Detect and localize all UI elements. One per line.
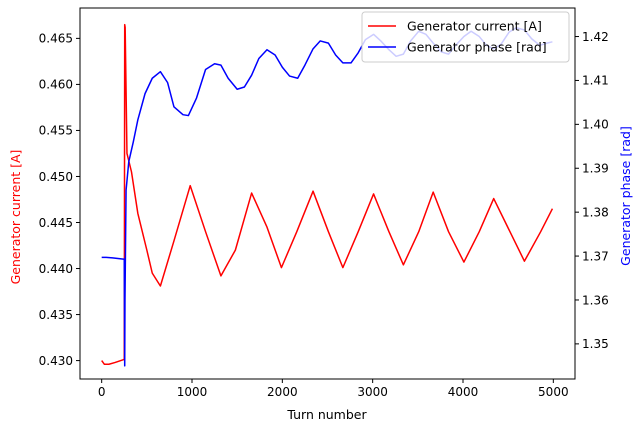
y-left-tick-label: 0.435 bbox=[39, 308, 73, 322]
y-left-tick-label: 0.450 bbox=[39, 170, 73, 184]
series-line-generator-phase bbox=[101, 27, 553, 367]
x-tick-label: 2000 bbox=[267, 385, 298, 399]
y-right-tick-label: 1.36 bbox=[582, 293, 609, 307]
legend-box bbox=[361, 11, 570, 63]
x-tick-label: 3000 bbox=[357, 385, 388, 399]
x-tick-label: 5000 bbox=[538, 385, 569, 399]
y-right-tick-label: 1.40 bbox=[582, 118, 609, 132]
y-left-tick-label: 0.455 bbox=[39, 124, 73, 138]
y-right-tick-label: 1.41 bbox=[582, 74, 609, 88]
legend: Generator current [A] Generator phase [r… bbox=[361, 11, 570, 63]
plot-area bbox=[101, 23, 554, 367]
x-tick-label: 4000 bbox=[448, 385, 479, 399]
y-axis-label-left: Generator current [A] bbox=[8, 150, 23, 285]
y-left-tick-label: 0.440 bbox=[39, 262, 73, 276]
axes-border bbox=[79, 7, 576, 380]
x-tick-label: 0 bbox=[98, 385, 106, 399]
x-axis-label: Turn number bbox=[286, 407, 367, 422]
y-left-tick-label: 0.465 bbox=[39, 32, 73, 46]
y-right-tick-label: 1.35 bbox=[582, 337, 609, 351]
series-line-generator-current bbox=[101, 23, 554, 366]
axes-frame bbox=[79, 7, 576, 380]
y-left-tick-label: 0.460 bbox=[39, 78, 73, 92]
y-right-tick-label: 1.39 bbox=[582, 162, 609, 176]
y-axis-label-right: Generator phase [rad] bbox=[618, 126, 633, 266]
tick-marks: 0 1000 2000 3000 4000 5000 0.430 0.435 0.440 0.44… bbox=[39, 30, 609, 399]
y-right-tick-label: 1.37 bbox=[582, 249, 609, 263]
x-tick-label: 1000 bbox=[177, 385, 208, 399]
y-right-tick-label: 1.42 bbox=[582, 30, 609, 44]
y-left-tick-label: 0.430 bbox=[39, 354, 73, 368]
legend-label-current: Generator current [A] bbox=[407, 19, 542, 34]
y-right-tick-label: 1.38 bbox=[582, 205, 609, 219]
y-left-tick-label: 0.445 bbox=[39, 216, 73, 230]
legend-label-phase: Generator phase [rad] bbox=[407, 40, 547, 55]
